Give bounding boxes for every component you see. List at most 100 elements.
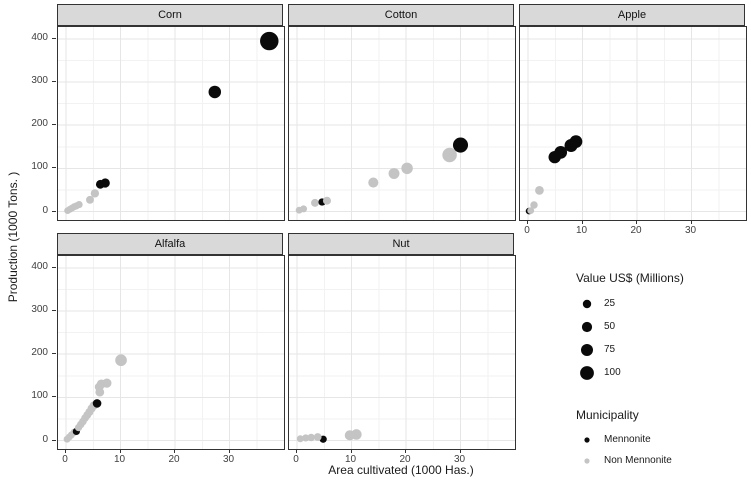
facet-panel-corn [57,26,285,221]
data-point [554,146,568,159]
size-legend-items: 25 50 75 100 [576,292,748,384]
municipality-legend-label: Mennonite [604,434,651,445]
y-tick-label: 300 [31,304,48,316]
y-tick-label: 0 [42,204,48,216]
y-tick-mark [52,353,56,355]
data-point [75,201,83,209]
legend-spacer [576,384,748,408]
facet-panel-nut [288,255,516,450]
facet-strip-nut: Nut [288,233,514,255]
size-legend-item: 25 [576,292,748,315]
data-point [322,196,331,205]
x-tick-mark [296,449,297,453]
facet-plot-apple [520,27,746,220]
size-key-circle-icon [576,294,598,314]
data-point [535,185,544,195]
data-point [208,85,222,99]
x-tick-label: 10 [344,454,357,465]
size-legend-item: 50 [576,315,748,338]
data-point [368,177,379,188]
data-point [100,178,110,188]
y-tick-label: 0 [42,433,48,445]
y-tick-label: 400 [31,260,48,272]
facet-panel-apple [519,26,747,221]
size-legend-label: 25 [604,298,616,309]
y-tick-label: 100 [31,390,48,402]
y-tick-mark [52,124,56,126]
municipality-dot-icon [584,457,590,464]
municipality-key-dot-icon [576,451,598,471]
data-point [401,162,413,175]
facet-strip-apple: Apple [519,4,745,26]
y-tick-mark [52,439,56,441]
x-tick-mark [174,449,175,453]
size-circle-icon [581,321,593,332]
facet-plot-nut [289,256,515,449]
data-point [92,399,102,408]
data-point [86,195,94,204]
facet-strip-corn: Corn [57,4,283,26]
size-legend-label: 75 [604,344,616,355]
y-tick-mark [52,210,56,212]
y-tick-label: 200 [31,118,48,130]
x-tick-label: 20 [168,454,180,465]
x-tick-label: 30 [222,454,235,465]
size-circle [580,365,594,380]
data-point [351,429,362,440]
x-tick-mark [581,220,583,224]
y-tick-mark [52,81,56,83]
size-circle [582,299,592,308]
municipality-legend-items: Mennonite Non Mennonite [576,429,748,471]
data-point [90,189,100,198]
data-point [311,198,319,207]
x-tick-mark [405,449,406,453]
size-key-circle-icon [576,340,598,360]
x-tick-label: 0 [293,454,299,465]
municipality-legend-label: Non Mennonite [604,455,672,466]
x-tick-label: 0 [62,454,68,465]
municipality-legend-item: Non Mennonite [576,450,748,471]
data-point [313,433,322,441]
size-circle [581,321,593,332]
x-tick-label: 10 [113,454,126,465]
x-tick-label: 30 [453,454,466,465]
data-point [569,135,583,148]
y-tick-mark [52,266,56,268]
y-tick-label: 400 [31,31,48,43]
data-point [296,435,304,443]
y-tick-mark [52,37,56,39]
municipality-legend-title: Municipality [576,408,639,422]
size-circle-icon [582,299,592,308]
y-tick-mark [52,396,56,398]
data-point [302,434,310,442]
x-tick-mark [65,449,66,453]
facet-plot-alfalfa [58,256,284,449]
data-point [452,137,469,153]
data-point [300,205,308,213]
size-circle-icon [580,365,594,380]
data-point [530,201,538,209]
municipality-legend-item: Mennonite [576,429,748,450]
size-circle [581,343,593,356]
facet-panel-cotton [288,26,516,221]
municipality-dot [584,457,590,464]
size-legend-label: 50 [604,321,616,332]
data-point [260,31,279,51]
size-key-circle-icon [576,363,598,383]
y-tick-label: 300 [31,75,48,87]
y-tick-mark [52,167,56,169]
x-tick-mark [228,449,230,453]
x-axis-title: Area cultivated (1000 Has.) [328,463,474,477]
size-legend-item: 75 [576,338,748,361]
x-tick-mark [350,449,352,453]
y-tick-mark [52,310,56,312]
facet-plot-corn [58,27,284,220]
x-tick-mark [690,220,692,224]
x-tick-mark [636,220,637,224]
data-point [115,354,127,367]
x-tick-label: 0 [524,225,530,236]
x-tick-mark [459,449,461,453]
data-point [307,433,315,442]
x-tick-label: 30 [684,225,697,236]
